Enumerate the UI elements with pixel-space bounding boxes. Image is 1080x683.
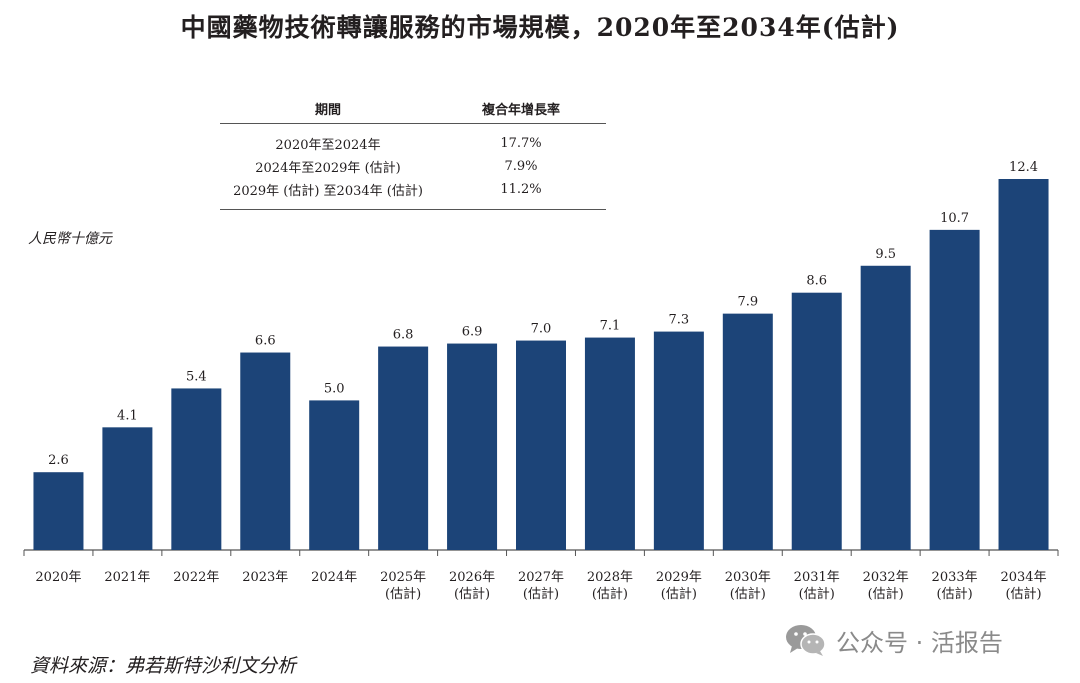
x-tick-label: (估計) <box>799 586 835 602</box>
x-tick-label: 2023年 <box>242 570 288 585</box>
bar <box>102 427 153 550</box>
x-tick-label: 2020年 <box>35 570 81 585</box>
data-label: 10.7 <box>940 211 969 226</box>
data-label: 7.3 <box>669 313 690 328</box>
watermark-text: 公众号 · 活报告 <box>836 628 1003 657</box>
data-label: 7.9 <box>737 295 758 310</box>
data-label: 7.0 <box>531 322 552 337</box>
x-tick-label: 2032年 <box>863 570 909 585</box>
cagr-rate: 7.9% <box>504 159 538 174</box>
cagr-table: 期間 複合年增長率 2020年至2024年 17.7% 2024年至2029年 … <box>220 93 606 210</box>
data-label: 6.6 <box>255 334 276 349</box>
y-axis-unit-label: 人民幣十億元 <box>28 231 112 247</box>
bar <box>998 179 1049 550</box>
cagr-table-header: 期間 複合年增長率 <box>220 93 606 124</box>
x-tick-label: (估計) <box>868 586 904 602</box>
cagr-row: 2020年至2024年 17.7% <box>220 124 606 156</box>
x-tick-label: (估計) <box>1005 586 1041 602</box>
x-tick-label: 2026年 <box>449 570 495 585</box>
bar <box>653 331 704 550</box>
data-label: 7.1 <box>600 319 621 334</box>
bar <box>791 292 842 550</box>
x-tick-label: (估計) <box>454 586 490 602</box>
bar <box>447 343 498 550</box>
x-tick-label: 2034年 <box>1000 570 1046 585</box>
data-label: 9.5 <box>875 247 896 262</box>
cagr-period: 2029年 (估計) 至2034年 (估計) <box>233 184 423 199</box>
bar <box>584 337 635 550</box>
cagr-rate: 11.2% <box>500 182 542 197</box>
bar <box>240 352 291 550</box>
x-tick-label: 2033年 <box>932 570 978 585</box>
cagr-period: 2024年至2029年 (估計) <box>255 161 401 176</box>
x-tick-label: 2030年 <box>725 570 771 585</box>
bar <box>171 388 222 550</box>
bar <box>309 400 360 550</box>
wechat-icon <box>786 625 826 656</box>
x-tick-label: 2029年 <box>656 570 702 585</box>
chart-title: 中國藥物技術轉讓服務的市場規模，2020年至2034年(估計) <box>180 13 900 42</box>
bar <box>378 346 429 550</box>
bar <box>860 265 911 550</box>
data-label: 12.4 <box>1009 160 1038 175</box>
x-tick-label: (估計) <box>523 586 559 602</box>
cagr-row: 2029年 (估計) 至2034年 (估計) 11.2% <box>220 178 606 210</box>
x-tick-label: (估計) <box>592 586 628 602</box>
data-label: 4.1 <box>117 408 138 423</box>
watermark: 公众号 · 活报告 <box>784 620 1003 660</box>
data-label: 8.6 <box>806 274 827 289</box>
data-label: 6.9 <box>462 325 483 340</box>
cagr-period: 2020年至2024年 <box>275 138 381 153</box>
x-tick-label: 2025年 <box>380 570 426 585</box>
cagr-rate: 17.7% <box>500 136 542 151</box>
bar <box>722 313 773 550</box>
x-tick-label: (估計) <box>661 586 697 602</box>
source-note: 資料來源：弗若斯特沙利文分析 <box>30 655 297 677</box>
x-tick-label: (估計) <box>937 586 973 602</box>
data-label: 6.8 <box>393 328 414 343</box>
bar <box>516 340 566 550</box>
data-label: 5.4 <box>186 369 207 384</box>
x-tick-label: 2024年 <box>311 570 357 585</box>
cagr-header-rate: 複合年增長率 <box>436 93 606 124</box>
data-label: 5.0 <box>324 381 345 396</box>
x-tick-label: 2021年 <box>104 570 150 585</box>
bar <box>929 229 980 550</box>
x-tick-label: 2028年 <box>587 570 633 585</box>
x-tick-label: 2031年 <box>794 570 840 585</box>
x-tick-label: 2027年 <box>518 570 564 585</box>
x-tick-label: (估計) <box>730 586 766 602</box>
cagr-row: 2024年至2029年 (估計) 7.9% <box>220 155 606 178</box>
x-tick-label: 2022年 <box>173 570 219 585</box>
bar <box>33 472 84 550</box>
cagr-header-period: 期間 <box>220 93 436 124</box>
data-label: 2.6 <box>48 453 69 468</box>
x-tick-label: (估計) <box>385 586 421 602</box>
